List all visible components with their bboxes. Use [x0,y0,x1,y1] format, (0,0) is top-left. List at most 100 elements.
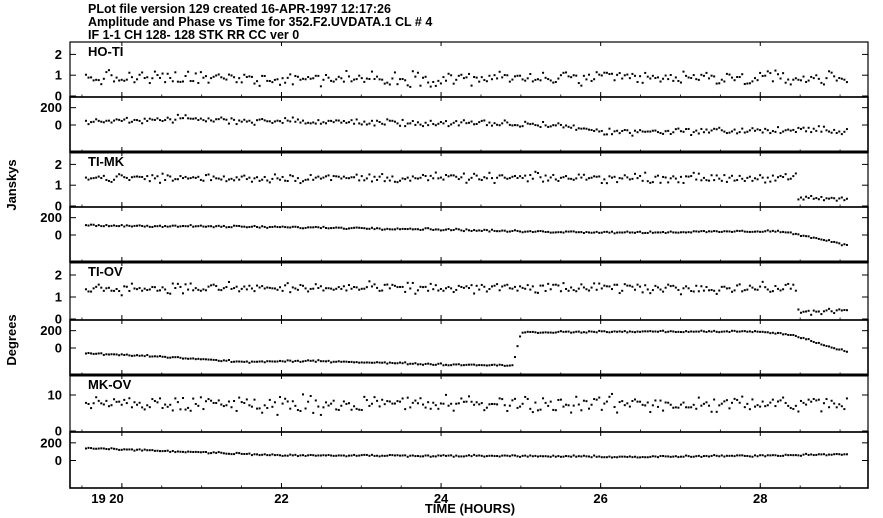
amplitude-point [248,75,251,78]
phase-point [240,360,243,363]
amplitude-point [296,408,299,411]
phase-point [460,455,463,458]
amplitude-point [174,178,177,181]
phase-point [488,230,491,233]
amplitude-point [787,78,790,81]
phase-point [373,454,376,457]
amplitude-point [588,177,591,180]
amplitude-point [404,178,407,181]
phase-point [845,243,848,246]
amplitude-point [304,78,307,81]
amp-tick-label: 0 [55,424,62,439]
phase-point [437,454,440,457]
phase-point [766,454,769,457]
amplitude-point [258,407,261,410]
phase-point [243,225,246,228]
phase-point [314,454,317,457]
phase-point [414,123,417,126]
amplitude-point [396,181,399,184]
phase-point [391,454,394,457]
phase-point [820,130,823,133]
phase-point [393,120,396,123]
phase-point [531,330,534,333]
phase-point [376,454,379,457]
phase-point [756,128,759,131]
phase-point [243,360,246,363]
phase-point [378,227,381,230]
phase-tick-label: 0 [55,228,62,243]
phase-point [577,330,580,333]
amplitude-point [789,406,792,409]
phase-point [227,452,230,455]
phase-point [595,331,598,334]
phase-point [565,454,568,457]
amplitude-point [284,284,287,287]
amplitude-point [685,175,688,178]
amplitude-point [646,75,649,78]
amplitude-point [153,399,156,402]
phase-point [233,453,236,456]
phase-point [542,331,545,334]
amplitude-point [506,177,509,180]
phase-point [631,330,634,333]
amplitude-point [171,80,174,83]
phase-point [700,455,703,458]
amplitude-point [146,289,149,292]
amplitude-point [411,401,414,404]
amplitude-point [128,397,131,400]
phase-point [774,332,777,335]
phase-point [789,334,792,337]
phase-point [833,453,836,456]
amplitude-point [654,77,657,80]
amplitude-point [513,75,516,78]
amplitude-point [227,73,230,76]
amplitude-point [503,284,506,287]
phase-point [233,360,236,363]
amplitude-point [738,283,741,286]
phase-point [291,116,294,119]
phase-point [480,229,483,232]
phase-point [503,229,506,232]
amplitude-point [756,79,759,82]
amplitude-point [176,80,179,83]
amplitude-point [399,78,402,81]
amplitude-point [386,400,389,403]
amplitude-point [513,174,516,177]
amp-tick-label: 1 [55,290,62,305]
phase-point [572,124,575,127]
amplitude-point [593,175,596,178]
amplitude-point [416,402,419,405]
amplitude-point [468,287,470,290]
phase-point [764,455,767,458]
phase-point [687,455,690,458]
phase-point [276,360,279,363]
phase-point [526,230,529,233]
amplitude-point [424,174,427,177]
phase-point [838,242,841,245]
amplitude-point [741,177,744,180]
phase-point [667,231,670,234]
amplitude-point [174,287,177,290]
phase-point [215,118,218,121]
amplitude-point [309,395,312,398]
amplitude-point [567,289,570,292]
phase-point [279,226,282,229]
phase-point [319,454,322,457]
phase-point [284,117,287,120]
amplitude-point [199,71,202,74]
phase-point [485,124,488,127]
amplitude-point [95,285,98,288]
phase-point [580,331,583,334]
phase-point [677,127,680,130]
amplitude-point [256,176,259,179]
phase-point [748,455,751,458]
amplitude-point [148,180,151,183]
phase-point [141,354,144,357]
phase-point [641,130,644,133]
phase-point [386,118,389,121]
amplitude-point [628,77,631,80]
amplitude-point [347,284,350,287]
phase-point [271,225,274,228]
phase-point [838,130,841,133]
phase-point [542,455,545,458]
